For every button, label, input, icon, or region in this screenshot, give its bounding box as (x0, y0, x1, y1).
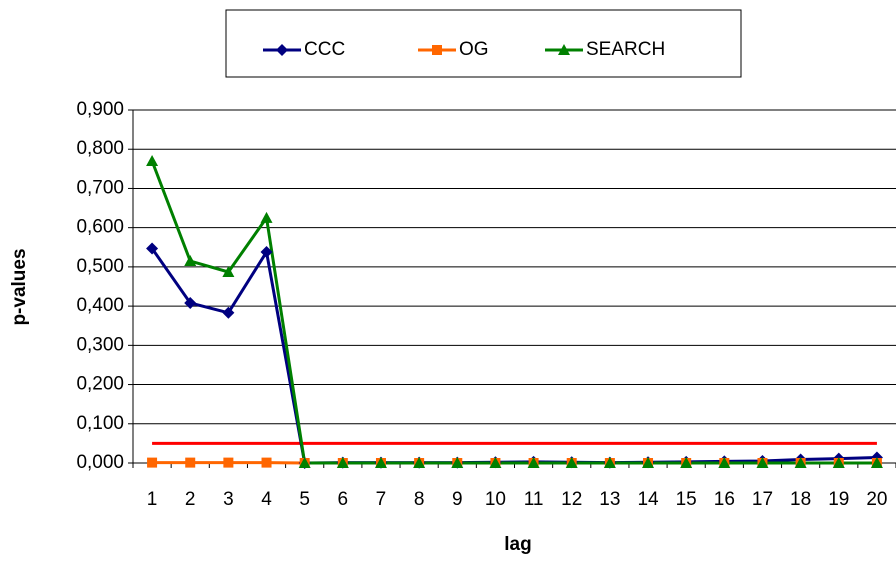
y-tick-label: 0,000 (76, 452, 124, 473)
y-tick-label: 0,500 (76, 256, 124, 277)
x-tick-label: 20 (866, 489, 887, 510)
x-tick-label: 9 (452, 489, 463, 510)
x-tick-label: 15 (676, 489, 697, 510)
x-tick-label: 1 (147, 489, 158, 510)
marker (261, 212, 273, 223)
x-tick-label: 17 (752, 489, 773, 510)
x-tick-label: 8 (414, 489, 425, 510)
x-tick-label: 5 (299, 489, 310, 510)
x-tick-label: 7 (376, 489, 387, 510)
marker (432, 45, 442, 55)
x-tick-label: 6 (338, 489, 349, 510)
marker (185, 458, 195, 468)
x-tick-label: 2 (185, 489, 196, 510)
y-tick-label: 0,800 (76, 138, 124, 159)
legend-label: OG (459, 39, 489, 60)
series-line (152, 161, 877, 463)
x-tick-label: 12 (561, 489, 582, 510)
y-tick-label: 0,700 (76, 177, 124, 198)
legend-label: CCC (304, 39, 345, 60)
x-tick-label: 4 (261, 489, 272, 510)
y-axis-label: p-values (9, 248, 30, 325)
marker (147, 458, 157, 468)
x-tick-label: 10 (485, 489, 506, 510)
y-tick-label: 0,300 (76, 334, 124, 355)
x-tick-label: 3 (223, 489, 234, 510)
marker (184, 255, 196, 266)
x-tick-label: 11 (524, 489, 544, 510)
x-tick-label: 16 (714, 489, 735, 510)
series-line (152, 248, 877, 463)
y-tick-label: 0,900 (76, 99, 124, 120)
marker (223, 458, 233, 468)
x-axis-label: lag (504, 534, 531, 555)
legend-label: SEARCH (586, 39, 665, 60)
x-tick-label: 14 (637, 489, 659, 510)
y-tick-label: 0,400 (76, 295, 124, 316)
x-tick-label: 18 (790, 489, 811, 510)
marker (146, 155, 158, 166)
x-tick-label: 19 (828, 489, 849, 510)
y-tick-label: 0,200 (76, 374, 124, 395)
y-tick-label: 0,600 (76, 217, 124, 238)
marker (262, 458, 272, 468)
y-tick-label: 0,100 (76, 413, 124, 434)
x-tick-label: 13 (599, 489, 620, 510)
